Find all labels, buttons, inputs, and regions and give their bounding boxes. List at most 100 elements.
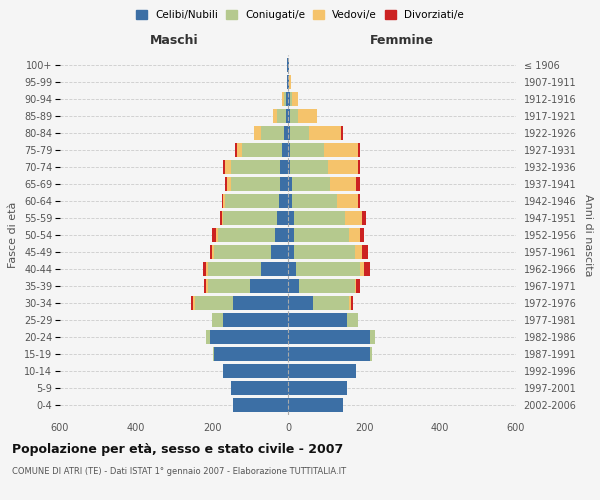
Bar xyxy=(233,398,288,412)
Bar xyxy=(271,245,288,259)
Bar xyxy=(262,126,284,140)
Bar xyxy=(220,211,221,225)
Bar xyxy=(330,177,356,191)
Bar xyxy=(277,109,286,123)
Bar xyxy=(328,160,358,174)
Bar xyxy=(212,228,216,242)
Bar xyxy=(210,245,212,259)
Bar xyxy=(273,109,277,123)
Bar xyxy=(288,228,294,242)
Bar xyxy=(221,194,223,208)
Bar xyxy=(290,160,328,174)
Legend: Celibi/Nubili, Coniugati/e, Vedovi/e, Divorziati/e: Celibi/Nubili, Coniugati/e, Vedovi/e, Di… xyxy=(134,8,466,22)
Bar xyxy=(288,75,289,89)
Bar xyxy=(349,228,360,242)
Bar xyxy=(227,177,231,191)
Bar xyxy=(231,160,280,174)
Bar xyxy=(262,262,288,276)
Bar xyxy=(356,279,360,293)
Bar xyxy=(350,296,353,310)
Bar xyxy=(290,126,309,140)
Bar xyxy=(223,194,226,208)
Bar xyxy=(362,245,368,259)
Bar xyxy=(286,92,288,106)
Bar xyxy=(223,364,288,378)
Bar xyxy=(292,194,337,208)
Bar xyxy=(288,143,290,157)
Bar xyxy=(288,245,294,259)
Bar xyxy=(283,92,284,106)
Bar xyxy=(288,279,299,293)
Bar xyxy=(296,262,360,276)
Bar xyxy=(193,296,195,310)
Bar xyxy=(360,228,364,242)
Bar xyxy=(233,296,288,310)
Bar xyxy=(223,211,277,225)
Bar xyxy=(206,330,210,344)
Bar xyxy=(223,313,288,327)
Bar xyxy=(288,92,290,106)
Bar xyxy=(294,228,349,242)
Bar xyxy=(288,347,370,361)
Bar xyxy=(254,126,262,140)
Bar xyxy=(286,109,288,123)
Bar xyxy=(294,211,345,225)
Bar xyxy=(355,279,356,293)
Bar xyxy=(337,194,358,208)
Bar xyxy=(289,75,290,89)
Bar xyxy=(287,58,288,72)
Bar xyxy=(292,177,330,191)
Bar xyxy=(191,296,193,310)
Bar xyxy=(370,330,376,344)
Y-axis label: Fasce di età: Fasce di età xyxy=(8,202,19,268)
Bar xyxy=(290,92,292,106)
Bar xyxy=(206,262,208,276)
Bar xyxy=(212,313,223,327)
Bar xyxy=(250,279,288,293)
Bar xyxy=(208,262,262,276)
Bar xyxy=(288,160,290,174)
Bar xyxy=(208,279,250,293)
Bar xyxy=(231,177,280,191)
Bar xyxy=(288,194,292,208)
Bar xyxy=(370,347,371,361)
Bar xyxy=(355,245,362,259)
Bar xyxy=(205,279,206,293)
Bar xyxy=(226,194,278,208)
Bar xyxy=(288,211,294,225)
Bar xyxy=(309,126,341,140)
Bar xyxy=(275,228,288,242)
Bar xyxy=(358,194,360,208)
Bar xyxy=(324,143,358,157)
Bar xyxy=(341,126,343,140)
Bar xyxy=(214,347,288,361)
Bar xyxy=(288,313,347,327)
Bar xyxy=(213,347,214,361)
Bar xyxy=(290,109,298,123)
Bar xyxy=(288,109,290,123)
Bar xyxy=(195,296,233,310)
Text: Femmine: Femmine xyxy=(370,34,434,46)
Bar xyxy=(288,364,356,378)
Bar xyxy=(280,160,288,174)
Bar xyxy=(226,160,231,174)
Bar xyxy=(292,92,298,106)
Bar xyxy=(347,313,358,327)
Bar xyxy=(360,262,364,276)
Text: COMUNE DI ATRI (TE) - Dati ISTAT 1° gennaio 2007 - Elaborazione TUTTITALIA.IT: COMUNE DI ATRI (TE) - Dati ISTAT 1° genn… xyxy=(12,468,346,476)
Bar xyxy=(358,160,360,174)
Bar xyxy=(288,330,370,344)
Text: Popolazione per età, sesso e stato civile - 2007: Popolazione per età, sesso e stato civil… xyxy=(12,442,343,456)
Bar xyxy=(299,279,355,293)
Bar xyxy=(206,279,208,293)
Bar xyxy=(287,75,288,89)
Text: Maschi: Maschi xyxy=(149,34,199,46)
Bar xyxy=(235,143,236,157)
Bar xyxy=(221,211,223,225)
Bar xyxy=(214,245,271,259)
Bar xyxy=(313,296,349,310)
Bar xyxy=(364,262,370,276)
Bar xyxy=(226,177,227,191)
Bar xyxy=(231,381,288,395)
Bar xyxy=(210,330,288,344)
